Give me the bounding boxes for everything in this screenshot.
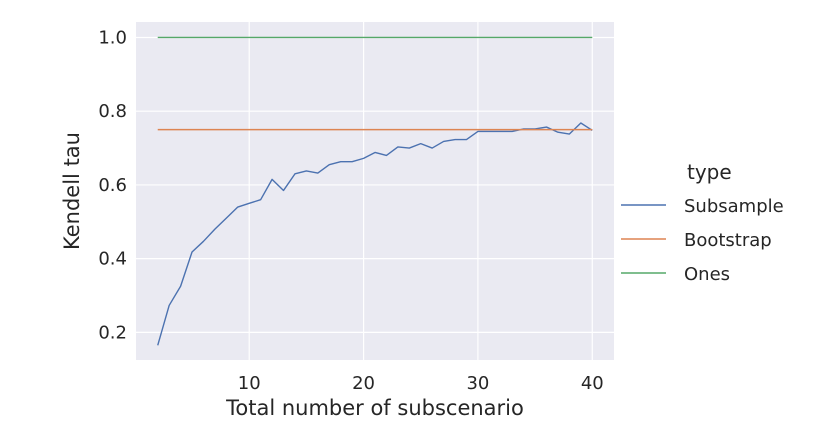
legend-label-subsample: Subsample	[684, 196, 784, 217]
legend-title: type	[687, 160, 732, 184]
x-tick-label: 20	[352, 373, 375, 394]
x-tick-label: 40	[581, 373, 604, 394]
y-tick-label: 0.2	[98, 322, 127, 343]
y-tick-label: 0.8	[98, 101, 127, 122]
y-tick-label: 0.6	[98, 175, 127, 196]
x-axis-label: Total number of subscenario	[225, 396, 524, 420]
legend-label-bootstrap: Bootstrap	[684, 230, 772, 251]
x-tick-label: 10	[238, 373, 261, 394]
plot-area	[136, 22, 614, 360]
x-axis-ticks: 10 20 30 40	[238, 373, 604, 394]
x-tick-label: 30	[466, 373, 489, 394]
y-tick-label: 0.4	[98, 249, 127, 270]
y-axis-ticks: 0.2 0.4 0.6 0.8 1.0	[98, 27, 127, 343]
y-axis-label: Kendell tau	[60, 132, 84, 250]
series-layer	[157, 36, 593, 346]
y-tick-label: 1.0	[98, 27, 127, 48]
legend-label-ones: Ones	[684, 264, 730, 285]
legend: type Subsample Bootstrap Ones	[621, 160, 784, 285]
